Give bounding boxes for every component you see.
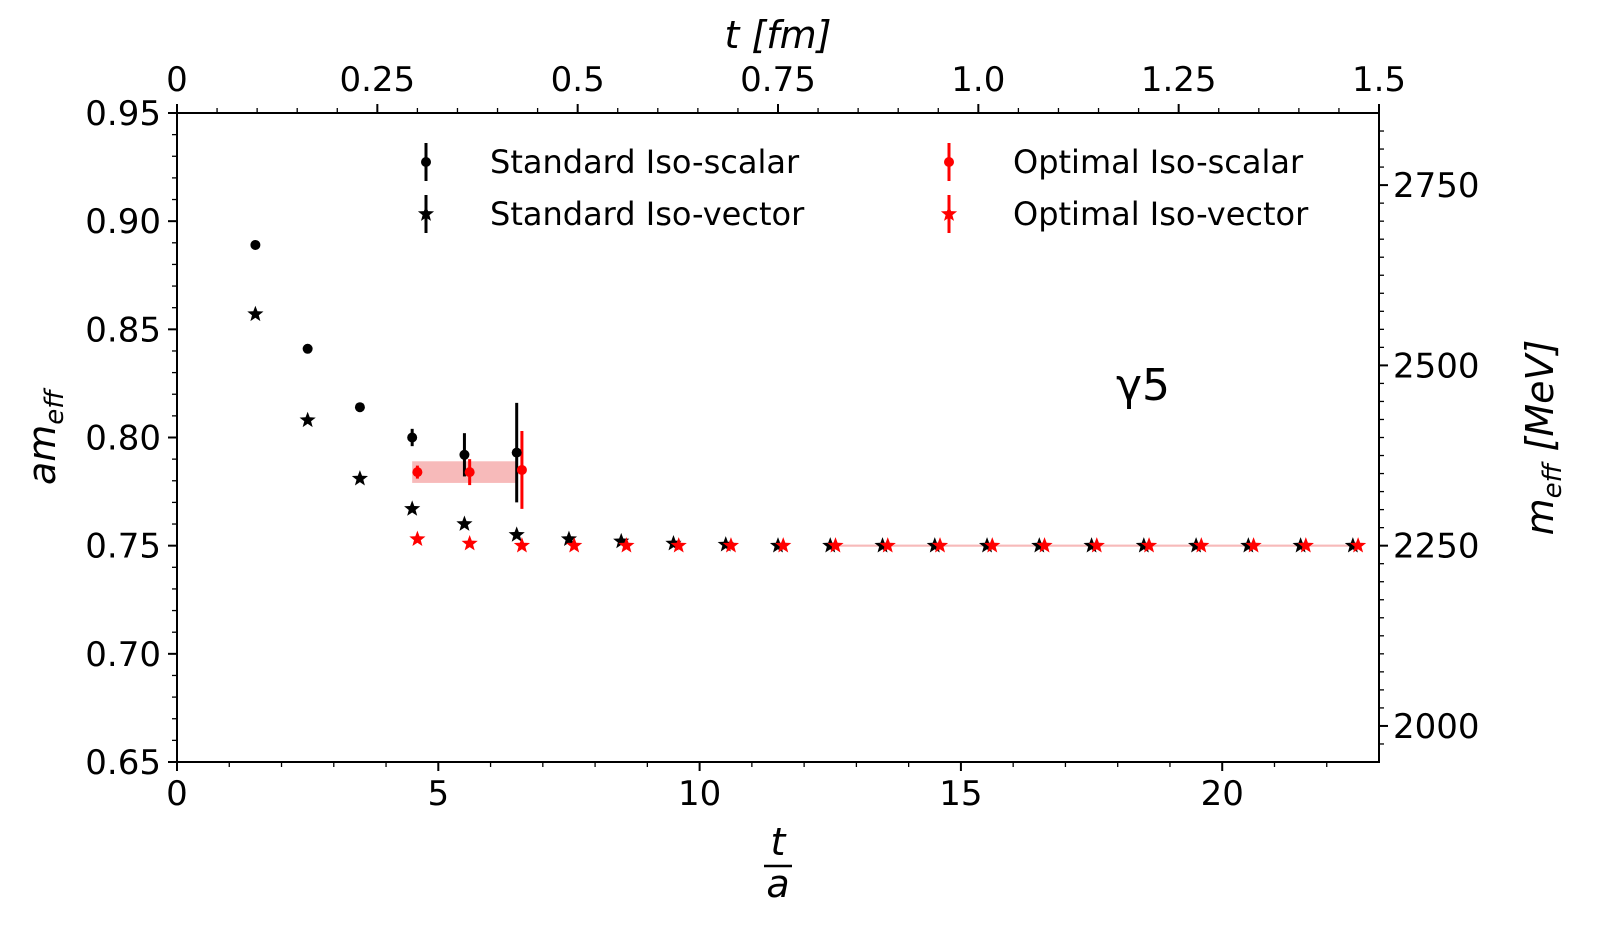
data-point-star: [299, 411, 316, 428]
y-left-tick-label: 0.65: [85, 743, 161, 783]
data-point-star: [1088, 537, 1105, 553]
data-point-circle: [354, 402, 365, 413]
y-left-axis-label: ameff: [20, 387, 70, 485]
x-top-tick-label: 0: [166, 60, 188, 100]
x-bottom-axis-label: t a: [764, 820, 792, 906]
y-left-tick-label: 0.80: [85, 419, 161, 459]
data-point-star: [409, 530, 426, 547]
data-point-star: [247, 305, 264, 322]
data-point-circle: [412, 467, 423, 478]
x-bottom-tick-label: 20: [1201, 774, 1244, 814]
data-point-star: [613, 532, 630, 549]
x-bottom-label-numerator: t: [771, 820, 788, 864]
legend: Standard Iso-scalar Standard Iso-vector Op…: [417, 143, 1309, 233]
x-bottom-tick-label: 5: [427, 774, 449, 814]
axis-ticks: [168, 104, 1388, 771]
data-point-star: [560, 530, 578, 547]
y-right-label-sub: eff: [1538, 460, 1568, 498]
y-left-label-main: am: [20, 425, 64, 485]
y-right-tick-label: 2500: [1393, 346, 1480, 386]
x-top-tick-label: 1.5: [1352, 60, 1406, 100]
data-point-star: [775, 537, 792, 553]
y-right-tick-label: 2750: [1393, 166, 1480, 206]
data-point-star: [461, 535, 478, 551]
y-right-label-main: m: [1518, 498, 1562, 535]
data-point-circle: [464, 467, 475, 478]
fit-bands: [412, 461, 1353, 547]
data-point-star: [722, 537, 740, 553]
data-point-circle: [407, 432, 418, 443]
data-point-star: [984, 537, 1001, 553]
data-point-star: [456, 515, 473, 531]
data-point-star: [351, 470, 368, 486]
axis-tick-labels: 0 5 10 15 20 0 0.25 0.5 0.75 1.0 1.25 1.5 0.65 0.70 0.…: [85, 60, 1479, 814]
legend-marker-star: [940, 205, 958, 221]
data-point-star: [1245, 537, 1262, 553]
x-top-axis-label: t [fm]: [724, 13, 831, 57]
data-point-star: [665, 535, 682, 551]
data-point-star: [618, 537, 635, 553]
x-bottom-tick-label: 10: [678, 774, 721, 814]
data-point-star: [827, 537, 844, 553]
legend-marker-circle: [944, 157, 954, 167]
data-point-star: [879, 537, 896, 553]
x-bottom-label-denominator: a: [766, 862, 789, 906]
y-right-axis-label: meff [MeV]: [1518, 340, 1568, 536]
data-point-circle: [516, 464, 527, 475]
x-bottom-tick-label: 0: [166, 774, 188, 814]
data-point-star: [513, 537, 531, 553]
data-point-star: [931, 537, 949, 553]
data-point-circle: [302, 343, 313, 354]
data-point-circle: [250, 239, 261, 250]
y-left-tick-label: 0.85: [85, 310, 161, 350]
data-point-star: [1350, 537, 1367, 553]
data-markers: [247, 239, 1367, 553]
data-point-star: [1140, 537, 1158, 553]
legend-label: Optimal Iso-vector: [1013, 195, 1309, 233]
data-point-circle: [459, 449, 470, 460]
y-left-tick-label: 0.95: [85, 94, 161, 134]
legend-marker-star: [417, 205, 435, 221]
data-point-star: [566, 537, 583, 553]
x-top-tick-label: 0.25: [339, 60, 415, 100]
data-point-star: [1036, 537, 1053, 553]
legend-marker-circle: [421, 157, 431, 167]
x-top-tick-label: 1.0: [951, 60, 1005, 100]
legend-label: Standard Iso-scalar: [490, 143, 800, 181]
data-point-star: [670, 537, 687, 553]
y-left-tick-label: 0.90: [85, 202, 161, 242]
x-top-tick-label: 0.75: [740, 60, 816, 100]
y-right-tick-label: 2000: [1393, 707, 1480, 747]
legend-label: Optimal Iso-scalar: [1013, 143, 1304, 181]
y-left-tick-label: 0.70: [85, 635, 161, 675]
x-top-tick-label: 0.5: [551, 60, 605, 100]
y-left-tick-label: 0.75: [85, 527, 161, 567]
y-right-tick-label: 2250: [1393, 527, 1480, 567]
gamma5-annotation: γ5: [1116, 360, 1170, 411]
x-bottom-tick-label: 15: [939, 774, 982, 814]
data-point-star: [1193, 537, 1210, 553]
y-left-label-sub: eff: [40, 387, 70, 425]
data-point-star: [1297, 537, 1314, 553]
data-point-star: [404, 500, 421, 516]
legend-label: Standard Iso-vector: [490, 195, 805, 233]
y-right-label-unit: [MeV]: [1518, 340, 1562, 464]
x-top-tick-label: 1.25: [1141, 60, 1217, 100]
data-point-star: [508, 526, 525, 542]
data-point-circle: [511, 447, 522, 458]
